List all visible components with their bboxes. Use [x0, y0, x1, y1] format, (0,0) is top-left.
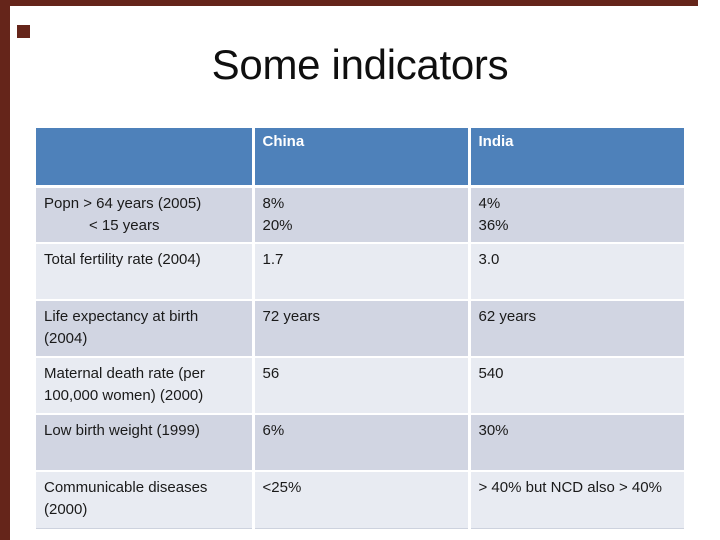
table-row: Life expectancy at birth (2004) 72 years 6…: [36, 300, 684, 358]
china-cell: 1.7: [251, 243, 469, 301]
cell-line: 6%: [262, 422, 285, 439]
cell-line: < 15 years: [89, 216, 160, 234]
india-cell: 3.0: [467, 243, 684, 301]
china-cell: 8% 20%: [251, 186, 469, 244]
indicator-cell: Popn > 64 years (2005) < 15 years: [36, 186, 253, 244]
slide-frame-accent-square: [17, 25, 30, 38]
column-header-indicator: [36, 128, 253, 188]
indicators-table: China India Popn > 64 years (2005) < 15 ye…: [36, 128, 684, 529]
table-row: Low birth weight (1999) 6% 30%: [36, 414, 684, 472]
indicator-cell: Communicable diseases (2000): [36, 471, 253, 529]
china-cell: 56: [251, 357, 469, 415]
china-cell: 6%: [251, 414, 469, 472]
table-body: Popn > 64 years (2005) < 15 years 8% 20% 4% 3…: [36, 186, 684, 529]
slide-frame-top-bar: [0, 0, 698, 6]
table-header: China India: [36, 128, 684, 188]
table-row: Communicable diseases (2000) <25% > 40% bu…: [36, 471, 684, 529]
header-row: China India: [36, 128, 684, 188]
cell-line: <25%: [262, 479, 302, 496]
india-cell: 30%: [467, 414, 684, 472]
india-cell: 540: [467, 357, 684, 415]
column-header-china: China: [251, 128, 469, 188]
table-row: Popn > 64 years (2005) < 15 years 8% 20% 4% 3…: [36, 186, 684, 244]
cell-line: 56: [262, 365, 280, 382]
cell-line: 1.7: [262, 251, 284, 268]
india-cell: 62 years: [467, 300, 684, 358]
india-cell: 4% 36%: [467, 186, 684, 244]
cell-line: Communicable diseases (2000): [44, 479, 208, 518]
cell-line: 30%: [478, 422, 509, 439]
cell-line: 4%: [478, 194, 501, 212]
column-header-india: India: [467, 128, 684, 188]
indicator-cell: Total fertility rate (2004): [36, 243, 253, 301]
cell-line: Popn > 64 years (2005): [44, 194, 202, 212]
cell-line: Life expectancy at birth (2004): [44, 308, 199, 347]
indicator-cell: Life expectancy at birth (2004): [36, 300, 253, 358]
cell-line: 8%: [262, 194, 285, 212]
cell-line: Total fertility rate (2004): [44, 251, 201, 268]
china-cell: <25%: [251, 471, 469, 529]
slide-frame-left-bar: [0, 0, 10, 540]
indicator-cell: Low birth weight (1999): [36, 414, 253, 472]
india-cell: > 40% but NCD also > 40%: [467, 471, 684, 529]
cell-line: Low birth weight (1999): [44, 422, 200, 439]
cell-line: 20%: [262, 216, 293, 234]
cell-line: > 40% but NCD also > 40%: [478, 479, 662, 496]
cell-line: 72 years: [262, 308, 321, 325]
table-row: Total fertility rate (2004) 1.7 3.0: [36, 243, 684, 301]
cell-line: 36%: [478, 216, 509, 234]
table-row: Maternal death rate (per 100,000 women) …: [36, 357, 684, 415]
cell-line: 62 years: [478, 308, 537, 325]
cell-line: Maternal death rate (per 100,000 women) …: [44, 365, 205, 404]
cell-line: 540: [478, 365, 504, 382]
slide-title: Some indicators: [211, 41, 509, 88]
cell-line: 3.0: [478, 251, 500, 268]
indicator-cell: Maternal death rate (per 100,000 women) …: [36, 357, 253, 415]
china-cell: 72 years: [251, 300, 469, 358]
